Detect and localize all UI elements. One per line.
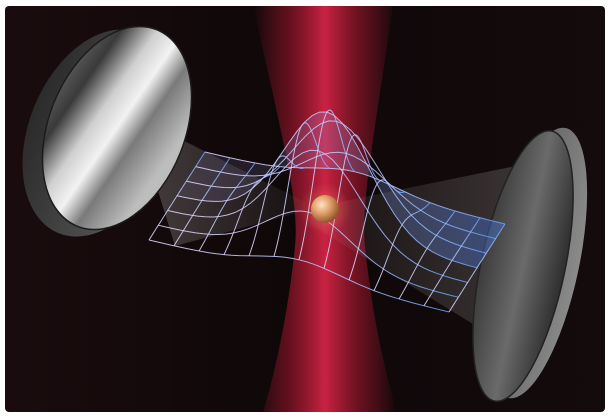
- wavepacket-surface-fill: [177, 112, 505, 268]
- mesh-line-v: [398, 210, 456, 300]
- cavity-optomechanics-diagram: [5, 6, 605, 412]
- mesh-line-v: [373, 202, 431, 291]
- mesh-line-v: [273, 122, 331, 257]
- right-mirror: [472, 127, 588, 403]
- levitated-particle: [311, 195, 339, 223]
- mesh-line-v: [423, 217, 481, 307]
- mesh-line-v: [173, 157, 231, 247]
- left-mirror: [22, 25, 193, 237]
- mesh-line-v: [198, 162, 256, 252]
- mesh-line-v: [248, 155, 306, 257]
- mesh-line-v: [348, 179, 406, 281]
- mesh-line-v: [148, 151, 206, 241]
- figure-frame: [5, 6, 605, 412]
- mesh-line-v: [448, 223, 506, 313]
